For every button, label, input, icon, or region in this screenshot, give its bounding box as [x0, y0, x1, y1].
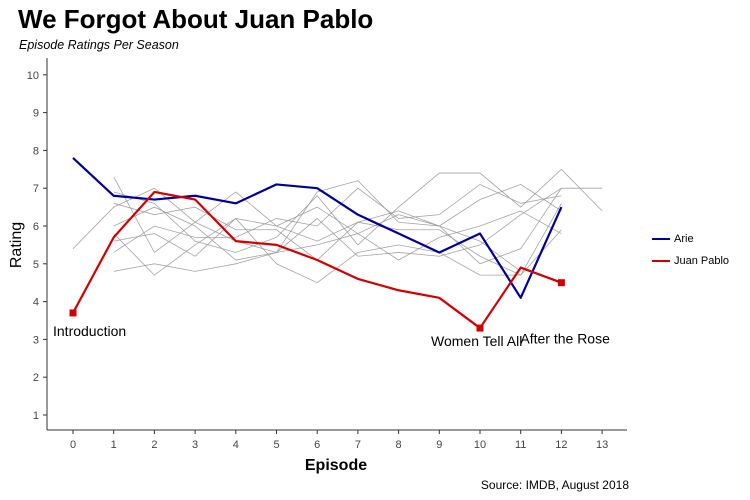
legend-swatch-arie [652, 238, 670, 240]
x-tick-label: 8 [396, 439, 402, 451]
background-series-line [113, 183, 562, 261]
annotation-markers [69, 279, 565, 332]
chart-title: We Forgot About Juan Pablo [18, 4, 374, 34]
x-tick-label: 6 [314, 439, 320, 451]
x-tick-label: 4 [233, 439, 239, 451]
background-series-line [113, 217, 562, 284]
y-tick-label: 2 [33, 372, 39, 384]
x-tick-label: 0 [70, 439, 76, 451]
legend-label-juan-pablo: Juan Pablo [674, 255, 730, 267]
x-tick-label: 9 [436, 439, 442, 451]
source-caption: Source: IMDB, August 2018 [480, 478, 629, 492]
y-tick-label: 6 [33, 221, 39, 233]
axes [46, 58, 627, 431]
x-tick-label: 13 [596, 439, 608, 451]
background-series-line [72, 187, 521, 272]
y-tick-label: 4 [33, 297, 39, 309]
y-tick-label: 10 [27, 70, 39, 82]
x-tick-label: 12 [555, 439, 567, 451]
x-axis-label: Episode [305, 457, 367, 474]
x-tick-label: 2 [151, 439, 157, 451]
y-tick-label: 9 [33, 108, 39, 120]
legend-item-arie: Arie [652, 228, 729, 250]
x-tick-label: 1 [111, 439, 117, 451]
background-series-line [113, 210, 562, 272]
background-series-line [113, 183, 562, 253]
y-axis-label: Rating [8, 222, 25, 268]
series-line-arie [72, 157, 563, 299]
annotation-label: Introduction [53, 323, 126, 339]
annotation-label: After the Rose [520, 331, 610, 347]
background-series-line [113, 187, 562, 261]
highlight-series-group [72, 157, 563, 330]
annotation-marker [476, 324, 484, 332]
legend: Arie Juan Pablo [652, 228, 729, 272]
y-tick-label: 3 [33, 334, 39, 346]
annotation-marker [69, 309, 77, 317]
background-series-group [72, 168, 603, 284]
y-tick-label: 8 [33, 145, 39, 157]
legend-item-juan-pablo: Juan Pablo [652, 250, 729, 272]
y-tick-label: 7 [33, 183, 39, 195]
background-series-line [113, 203, 562, 276]
x-tick-label: 7 [355, 439, 361, 451]
background-series-line [113, 168, 603, 253]
x-tick-label: 10 [474, 439, 486, 451]
chart-subtitle: Episode Ratings Per Season [19, 38, 179, 52]
x-tick-label: 3 [192, 439, 198, 451]
y-tick-label: 5 [33, 259, 39, 271]
y-tick-label: 1 [33, 410, 39, 422]
annotation-marker [557, 279, 565, 287]
annotation-label: Women Tell All [431, 333, 522, 349]
legend-label-arie: Arie [674, 233, 694, 245]
legend-swatch-juan-pablo [652, 260, 670, 262]
x-tick-label: 5 [273, 439, 279, 451]
x-tick-label: 11 [515, 439, 526, 451]
